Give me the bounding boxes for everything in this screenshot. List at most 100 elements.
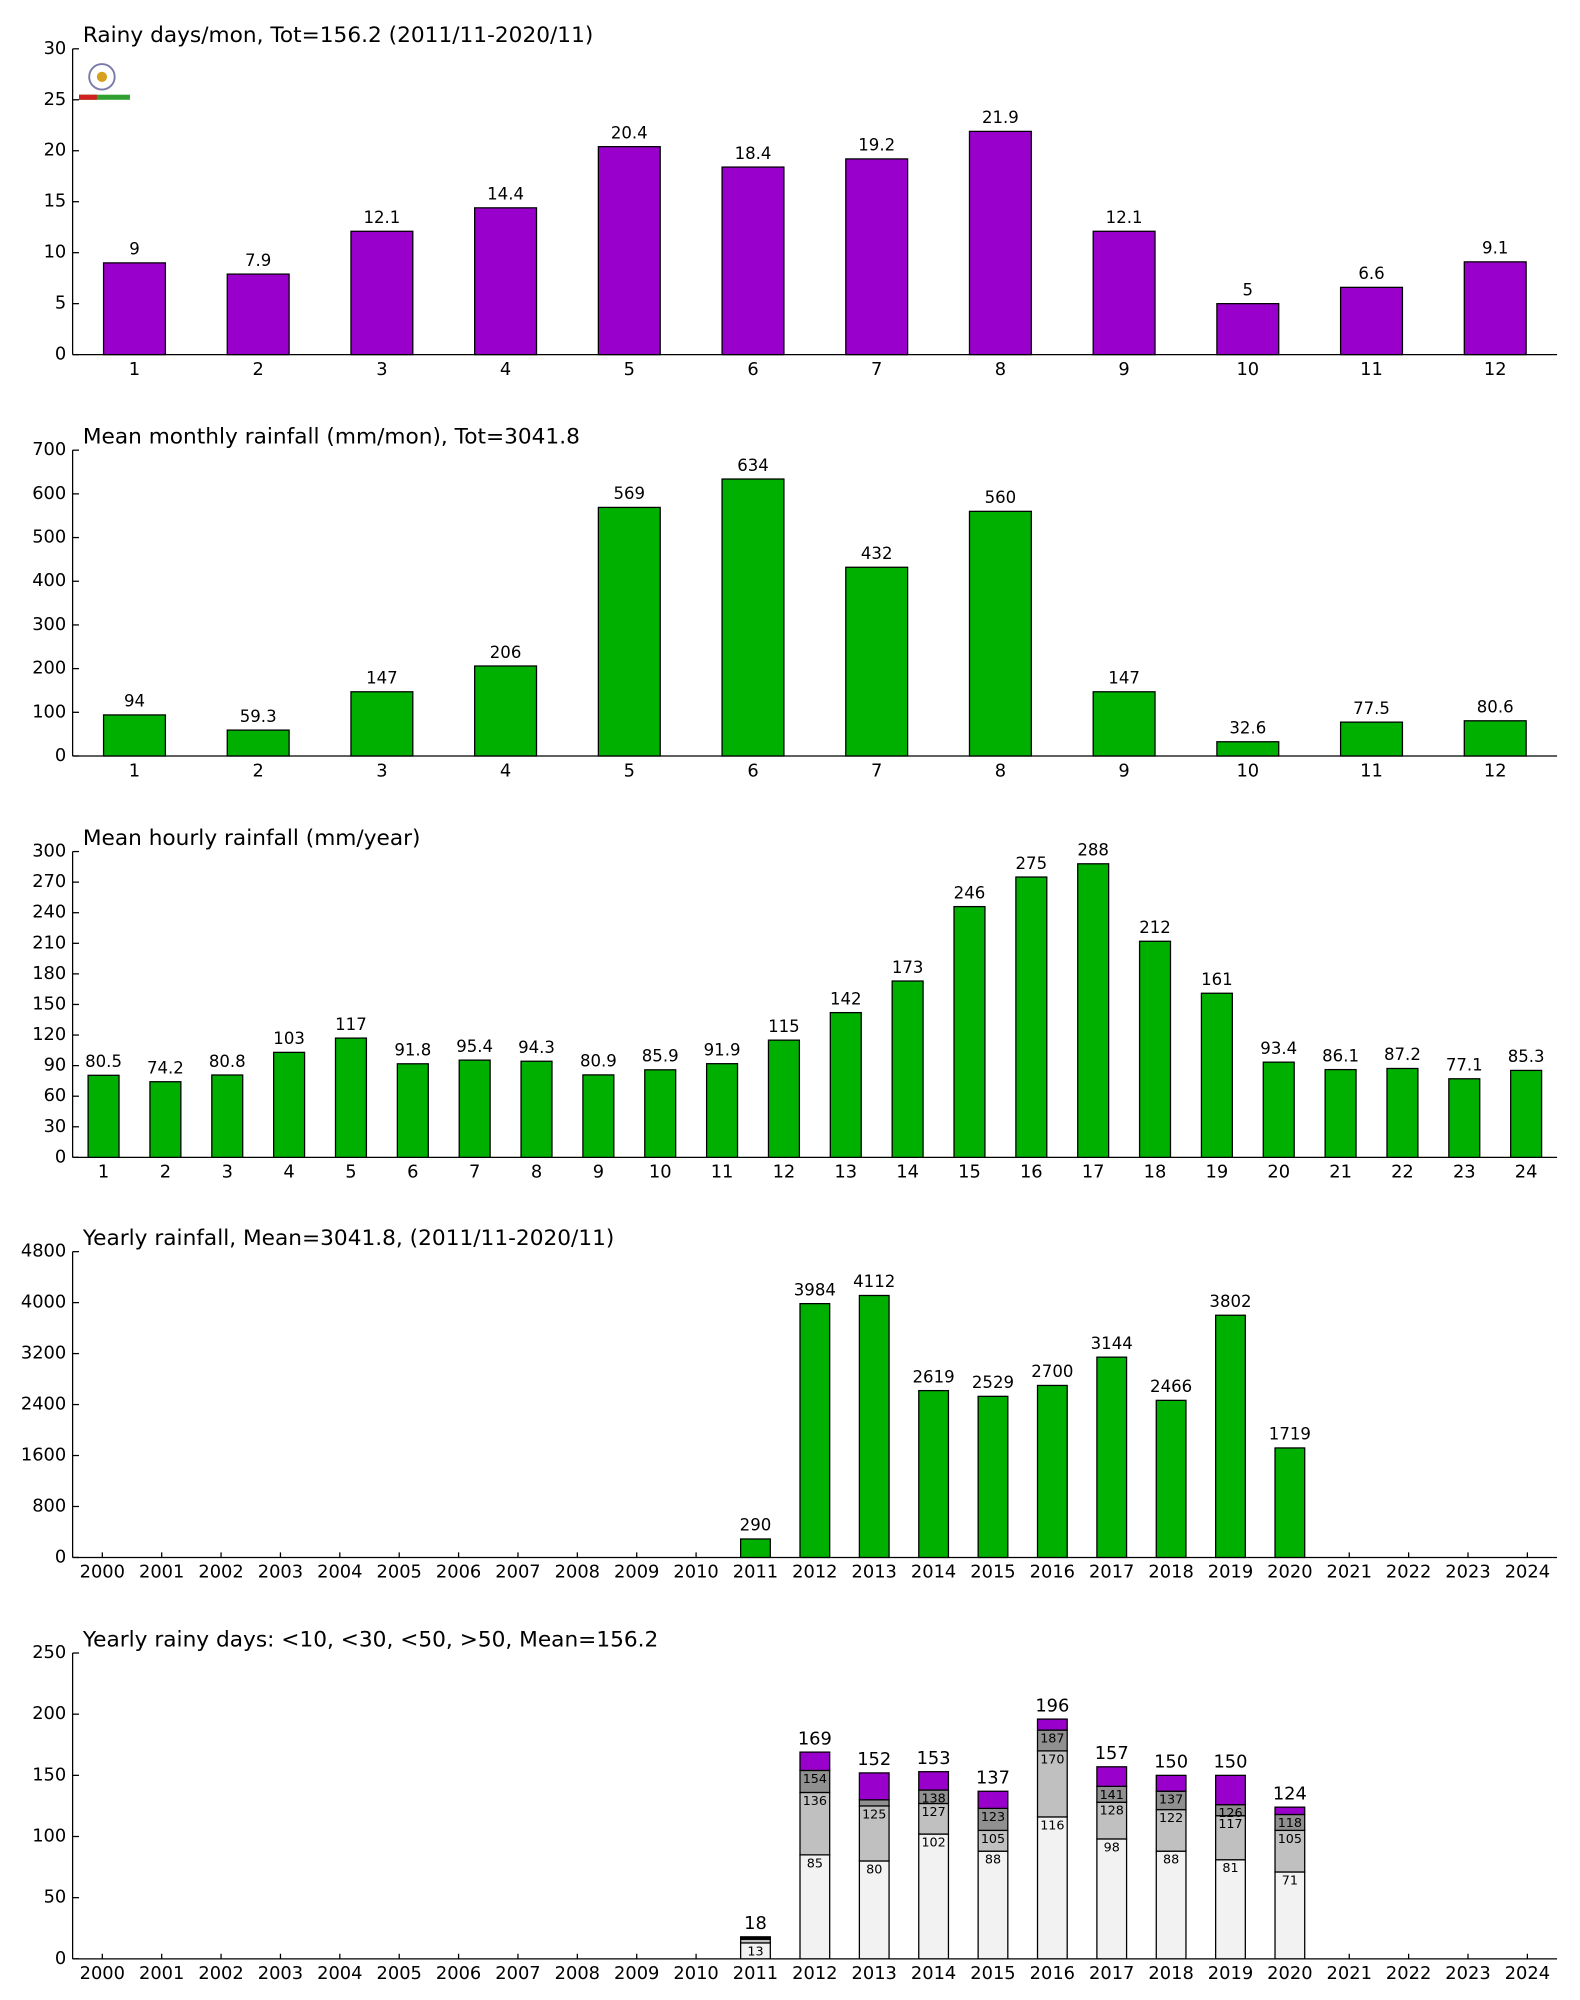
value-label: 85.3 [1508,1047,1545,1066]
bar [474,207,538,356]
x-tick-label: 2005 [377,1963,422,1984]
x-tick-label: 2014 [911,1963,956,1984]
bar [845,566,909,757]
value-label: 32.6 [1229,719,1266,738]
value-label: 21.9 [982,108,1019,127]
value-label: 290 [740,1516,772,1535]
stack-label: 187 [1040,1732,1064,1747]
x-tick-label: 7 [871,760,882,781]
x-tick-label: 2 [253,760,264,781]
total-label: 157 [1095,1743,1129,1764]
bar-segment [977,1850,1009,1960]
x-tick-label: 15 [958,1162,981,1183]
total-label: 18 [744,1913,767,1934]
x-tick-label: 2022 [1386,1963,1431,1984]
x-tick-label: 3 [376,359,387,380]
bar [334,1037,368,1159]
value-label: 77.1 [1446,1056,1483,1075]
x-tick-label: 2012 [792,1963,837,1984]
y-tick-label: 400 [32,570,66,591]
bar-segment [739,1936,771,1939]
x-tick-label: 6 [747,359,758,380]
x-tick-label: 5 [345,1162,356,1183]
x-tick-label: 2023 [1445,1963,1490,1984]
bar [1274,1447,1306,1559]
stack-label: 138 [921,1791,945,1806]
bar [102,714,167,757]
x-tick-label: 17 [1082,1162,1105,1183]
x-tick-label: 11 [711,1162,734,1183]
x-tick-label: 2003 [258,1562,303,1583]
stack-label: 88 [985,1853,1001,1868]
value-label: 3144 [1091,1334,1133,1353]
bar [1463,261,1527,356]
value-label: 87.2 [1384,1045,1421,1064]
stack-label: 98 [1104,1840,1120,1855]
bar [1216,741,1280,757]
y-tick-label: 0 [55,344,66,365]
stack-label: 80 [866,1862,882,1877]
bar [1510,1069,1543,1159]
bar [149,1081,182,1159]
value-label: 19.2 [858,136,895,155]
bar-segment [1096,1766,1128,1787]
x-tick-label: 13 [834,1162,857,1183]
y-tick-label: 100 [32,1826,66,1847]
y-tick-label: 4800 [21,1241,66,1262]
x-tick-label: 2002 [198,1963,243,1984]
value-label: 246 [954,883,986,902]
y-tick-label: 3200 [21,1343,66,1364]
x-tick-label: 2013 [852,1963,897,1984]
chart-title: Yearly rainfall, Mean=3041.8, (2011/11-2… [82,1226,615,1251]
y-tick-label: 1600 [21,1445,66,1466]
x-tick-label: 2008 [555,1963,600,1984]
y-tick-label: 150 [32,993,66,1014]
y-tick-label: 5 [55,293,66,314]
stack-label: 122 [1159,1811,1183,1826]
x-tick-label: 24 [1515,1162,1538,1183]
stack-label: 141 [1100,1788,1124,1803]
x-tick-label: 2020 [1267,1963,1312,1984]
y-tick-label: 500 [32,527,66,548]
stack-label: 88 [1163,1853,1179,1868]
value-label: 4112 [853,1272,895,1291]
x-tick-label: 12 [1484,760,1507,781]
x-tick-label: 2000 [80,1562,125,1583]
y-tick-label: 180 [32,963,66,984]
bar-segment [858,1772,890,1801]
x-tick-label: 2020 [1267,1562,1312,1583]
x-tick-label: 2014 [911,1562,956,1583]
value-label: 115 [768,1017,800,1036]
bar-segment [799,1751,831,1772]
bar [721,478,785,757]
stack-label: 117 [1218,1817,1242,1832]
bar [458,1059,491,1158]
x-tick-label: 2004 [317,1963,362,1984]
y-tick-label: 150 [32,1764,66,1785]
x-tick-label: 8 [995,760,1006,781]
value-label: 91.8 [394,1041,431,1060]
x-tick-label: 22 [1391,1162,1414,1183]
y-tick-label: 30 [44,1116,67,1137]
bar-segment [1274,1829,1306,1873]
value-label: 634 [737,456,769,475]
stack-label: 116 [1040,1818,1064,1833]
stack-label: 105 [981,1832,1005,1847]
bar-segment [918,1771,950,1791]
x-tick-label: 2017 [1089,1963,1134,1984]
chart-title: Yearly rainy days: <10, <30, <50, >50, M… [82,1627,659,1652]
bar [1339,286,1404,356]
x-tick-label: 2022 [1386,1562,1431,1583]
value-label: 12.1 [363,208,400,227]
x-tick-label: 12 [1484,359,1507,380]
x-tick-label: 10 [1236,359,1259,380]
bar [520,1060,553,1158]
value-label: 103 [273,1029,305,1048]
x-tick-label: 2010 [673,1963,718,1984]
bar [350,230,414,356]
y-tick-label: 30 [44,38,67,59]
bar-segment [799,1791,831,1856]
x-tick-label: 2 [160,1162,171,1183]
value-label: 18.4 [735,144,772,163]
x-tick-label: 2018 [1148,1963,1193,1984]
